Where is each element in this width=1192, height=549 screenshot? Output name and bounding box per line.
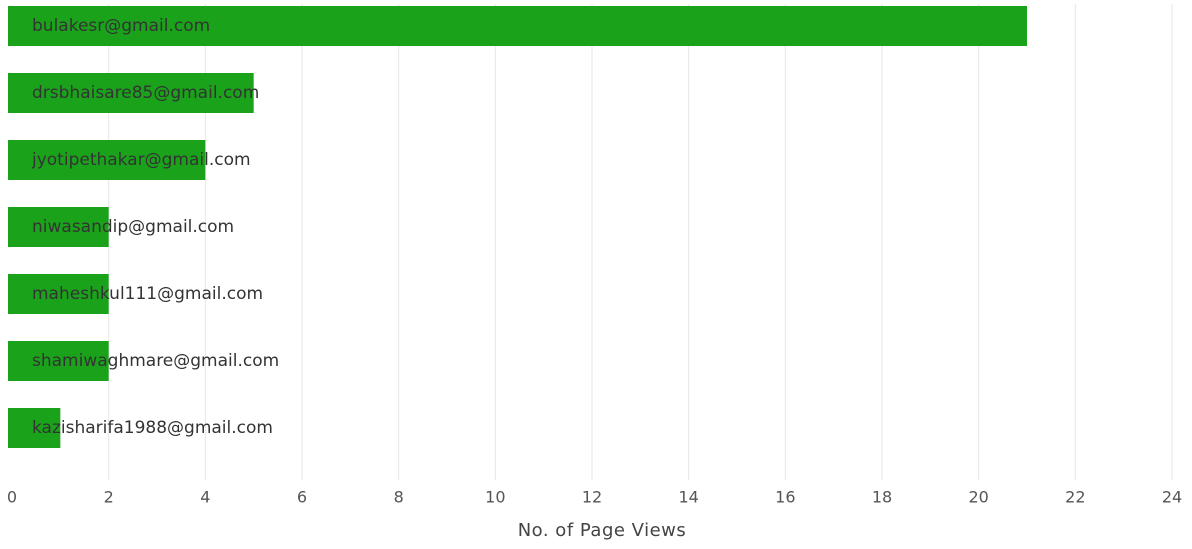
- x-tick-label: 18: [872, 488, 892, 507]
- bar: [8, 140, 206, 180]
- gridlines: [108, 4, 1173, 480]
- bar: [8, 207, 109, 247]
- bar-label: niwasandip@gmail.com: [32, 217, 234, 237]
- x-tick-label: 24: [1162, 488, 1182, 507]
- x-axis-title: No. of Page Views: [518, 520, 687, 541]
- bar: [8, 341, 109, 381]
- x-tick-label: 10: [485, 488, 505, 507]
- bar: [8, 73, 254, 113]
- x-tick-label: 12: [582, 488, 602, 507]
- x-tick-label: 20: [968, 488, 988, 507]
- x-tick-label: 2: [104, 488, 114, 507]
- x-tick-label: 16: [775, 488, 795, 507]
- bar-label: kazisharifa1988@gmail.com: [32, 418, 273, 438]
- bar-label: jyotipethakar@gmail.com: [31, 150, 251, 170]
- bars: [8, 6, 1027, 448]
- bar-labels: bulakesr@gmail.com drsbhaisare85@gmail.co…: [31, 16, 279, 438]
- bar-label: maheshkul111@gmail.com: [32, 284, 263, 304]
- bar-label: bulakesr@gmail.com: [32, 16, 210, 36]
- x-tick-label: 4: [200, 488, 210, 507]
- x-tick-label: 22: [1065, 488, 1085, 507]
- x-tick-label: 6: [297, 488, 307, 507]
- bar: [8, 6, 1027, 46]
- bar-label: shamiwaghmare@gmail.com: [32, 351, 279, 371]
- x-tick-label: 14: [678, 488, 698, 507]
- x-tick-label: 8: [394, 488, 404, 507]
- x-tick-label: 0: [7, 488, 17, 507]
- x-axis-ticks: 0 2 4 6 8 10 12 14 16 18 20 22 24: [7, 488, 1182, 507]
- bar-label: drsbhaisare85@gmail.com: [32, 83, 259, 103]
- bar: [8, 408, 61, 448]
- bar: [8, 274, 109, 314]
